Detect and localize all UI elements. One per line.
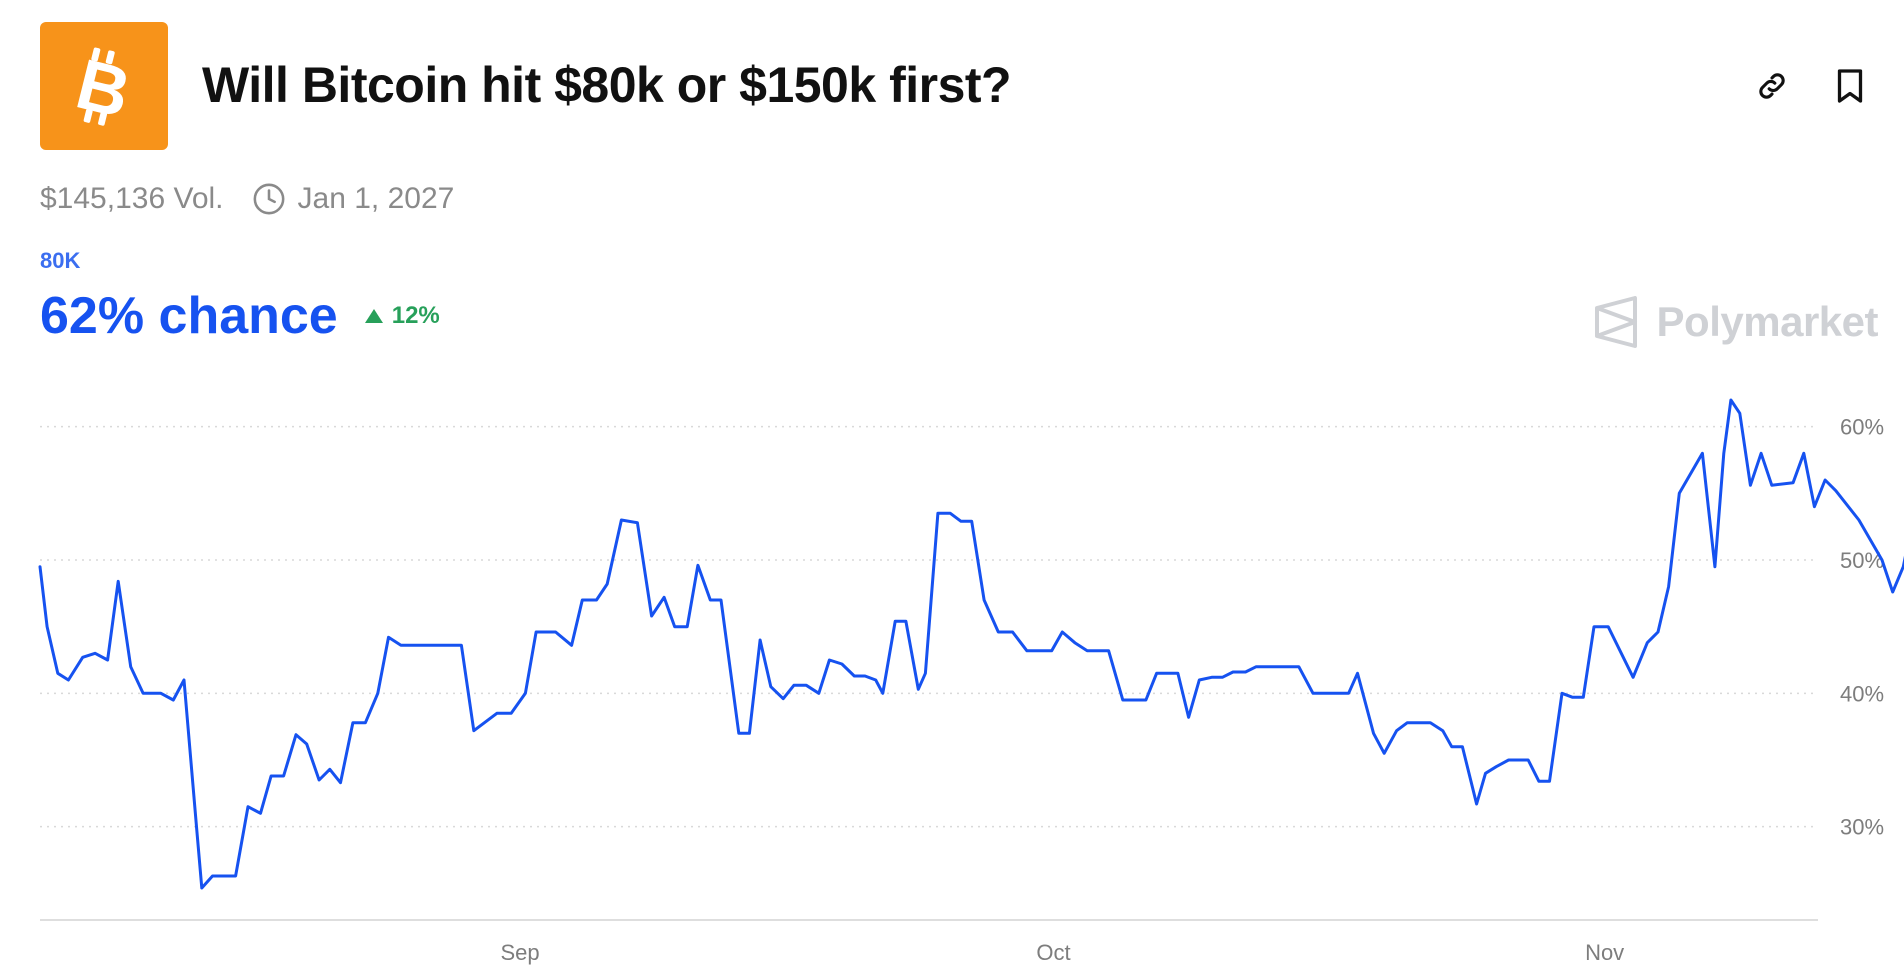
- series-line: [38, 398, 1904, 890]
- polymarket-watermark: Polymarket: [1593, 296, 1879, 348]
- volume-text: $145,136 Vol.: [40, 182, 224, 215]
- y-tick-label: 60%: [1840, 415, 1884, 440]
- outcome-label: 80K: [40, 248, 81, 273]
- bookmark-icon: [1837, 69, 1863, 103]
- chance-value: 62% chance: [40, 287, 338, 345]
- bookmark-button[interactable]: [1830, 66, 1870, 106]
- polymarket-logo-icon: [1594, 296, 1637, 348]
- clock-icon: [253, 183, 284, 215]
- x-tick-label: Sep: [500, 940, 539, 965]
- chance-delta: 12%: [364, 302, 440, 330]
- y-tick-label: 30%: [1840, 815, 1884, 840]
- market-meta: $145,136 Vol. Jan 1, 2027: [40, 182, 454, 216]
- bitcoin-icon: B: [69, 45, 138, 134]
- y-tick-label: 40%: [1840, 681, 1884, 706]
- triangle-up-icon: [364, 309, 383, 323]
- market-title: Will Bitcoin hit $80k or $150k first?: [202, 57, 1012, 113]
- brand-name: Polymarket: [1656, 298, 1879, 345]
- x-tick-label: Oct: [1036, 940, 1070, 965]
- market-header: B Will Bitcoin hit $80k or $150k first?: [40, 22, 1870, 152]
- x-tick-label: Nov: [1585, 940, 1624, 965]
- chance-row: 62% chance 12%: [40, 286, 440, 346]
- bitcoin-logo: B: [40, 22, 168, 150]
- header-actions: [1752, 66, 1870, 106]
- copy-link-button[interactable]: [1752, 66, 1792, 106]
- link-icon: [1759, 73, 1785, 99]
- end-date-text: Jan 1, 2027: [297, 182, 455, 215]
- delta-value: 12%: [391, 302, 440, 329]
